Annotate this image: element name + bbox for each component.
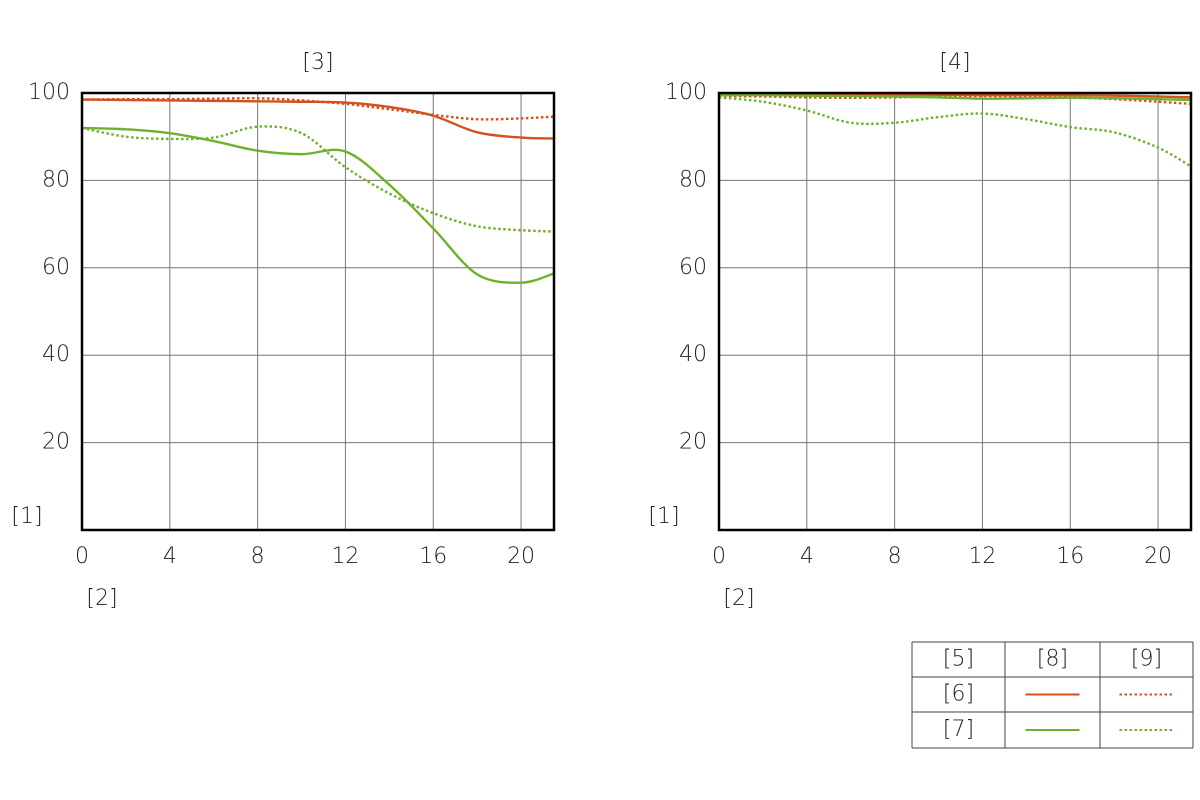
plot-frame [80,91,556,532]
series-line [81,125,555,233]
y-axis-title: [1] [11,504,42,529]
legend-column: [9] [1131,647,1162,672]
legend-header: [5] [943,647,974,672]
y-tick-label: 80 [42,167,70,192]
y-tick-label: 80 [679,167,707,192]
x-tick-label: 4 [163,544,177,569]
x-tick-label: 16 [419,544,447,569]
y-tick-label: 100 [28,80,70,105]
x-tick-label: 12 [968,544,996,569]
y-axis-title: [1] [648,504,679,529]
y-tick-label: 20 [42,430,70,455]
x-tick-label: 0 [712,544,726,569]
x-tick-label: 8 [251,544,265,569]
x-axis-title: [2] [723,586,754,611]
legend-row: [6] [943,682,974,707]
y-tick-label: 100 [665,80,707,105]
series-line [81,126,555,284]
series-line [718,93,1192,102]
series-line [718,96,1192,168]
legend-row: [7] [943,717,974,742]
y-tick-label: 60 [679,255,707,280]
x-tick-label: 12 [331,544,359,569]
plot-frame [717,91,1193,532]
x-tick-label: 4 [800,544,814,569]
x-tick-label: 8 [888,544,902,569]
x-axis-title: [2] [86,586,117,611]
legend-table: [5] [8] [9] [6] [7] [911,641,1194,749]
x-tick-label: 20 [507,544,535,569]
y-tick-label: 40 [42,342,70,367]
x-tick-label: 16 [1056,544,1084,569]
legend-column: [8] [1037,647,1068,672]
y-tick-label: 40 [679,342,707,367]
chart-title: [4] [939,50,970,75]
chart-title: [3] [302,50,333,75]
x-tick-label: 20 [1144,544,1172,569]
y-tick-label: 60 [42,255,70,280]
series-line [81,96,555,121]
series-line [718,94,1192,106]
x-tick-label: 0 [75,544,89,569]
y-tick-label: 20 [679,430,707,455]
